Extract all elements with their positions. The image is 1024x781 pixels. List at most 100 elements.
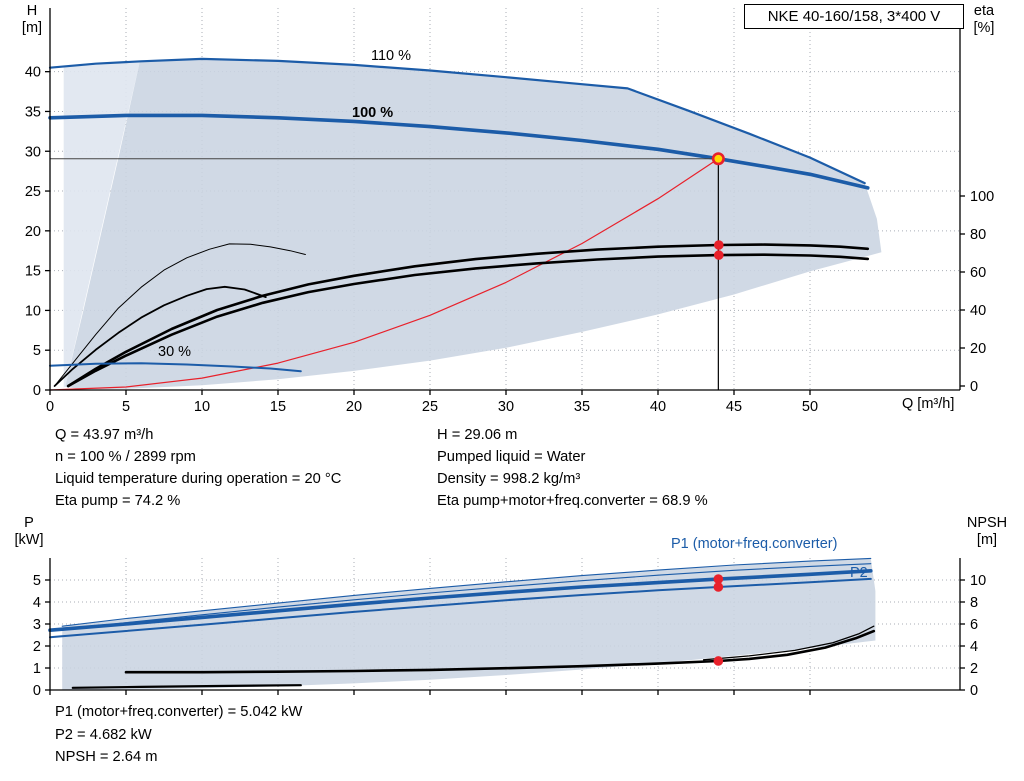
svg-text:20: 20 [25, 224, 41, 240]
p2-curve [49, 577, 872, 639]
svg-text:25: 25 [25, 184, 41, 200]
svg-text:30: 30 [498, 399, 514, 415]
h-axis-symbol: H [26, 3, 38, 19]
svg-text:0: 0 [970, 379, 978, 395]
npsh-axis-unit: [m] [976, 532, 998, 548]
svg-text:4: 4 [33, 595, 41, 611]
svg-text:45: 45 [726, 399, 742, 415]
speed-curve-110 [48, 57, 866, 185]
svg-text:60: 60 [970, 265, 986, 281]
curve-label-110: 110 % [371, 48, 412, 64]
svg-text:20: 20 [346, 399, 362, 415]
p2-curve-30 [71, 684, 302, 689]
svg-text:3: 3 [33, 617, 41, 633]
p-axis-unit: [kW] [14, 532, 44, 548]
npsh-axis-title: NPSH [m] [958, 515, 1016, 549]
speed-readout: n = 100 % / 2899 rpm [55, 449, 196, 465]
p1-curve [48, 568, 873, 633]
density-readout: Density = 998.2 kg/m³ [437, 471, 581, 487]
svg-text:30: 30 [25, 144, 41, 160]
svg-text:10: 10 [25, 303, 41, 319]
p-axis-title: P [kW] [6, 515, 52, 549]
eta-curve-reduced-thin [54, 243, 306, 387]
svg-text:2: 2 [970, 661, 978, 677]
q-axis-title: Q [m³/h] [902, 396, 955, 412]
svg-text:40: 40 [650, 399, 666, 415]
svg-text:50: 50 [802, 399, 818, 415]
svg-text:0: 0 [33, 683, 41, 699]
svg-text:40: 40 [25, 65, 41, 81]
pump-title-box: NKE 40-160/158, 3*400 V [744, 4, 964, 29]
svg-text:5: 5 [122, 399, 130, 415]
svg-text:0: 0 [33, 383, 41, 399]
svg-text:2: 2 [33, 639, 41, 655]
svg-text:35: 35 [25, 104, 41, 120]
svg-text:1: 1 [33, 661, 41, 677]
p1-readout: P1 (motor+freq.converter) = 5.042 kW [55, 704, 303, 720]
eta-pump-readout: Eta pump = 74.2 % [55, 493, 181, 509]
p1-curve-110 [61, 557, 872, 627]
liquid-temperature-readout: Liquid temperature during operation = 20… [55, 471, 342, 487]
svg-text:8: 8 [970, 595, 978, 611]
svg-text:10: 10 [194, 399, 210, 415]
eta-pump-motor-freq-curve [66, 253, 870, 388]
head-readout: H = 29.06 m [437, 427, 518, 443]
h-axis-title: H [m] [12, 3, 52, 37]
svg-text:15: 15 [25, 264, 41, 280]
npsh-readout: NPSH = 2.64 m [55, 749, 158, 765]
speed-curve-30 [49, 362, 302, 373]
power-npsh-chart: 0 1 2 3 4 5 0 2 4 6 8 10 [33, 557, 986, 699]
eta-pump-curve [66, 243, 870, 388]
operating-data-left: Q = 43.97 m³/h n = 100 % / 2899 rpm Liqu… [55, 424, 341, 512]
operating-data-right: H = 29.06 m Pumped liquid = Water Densit… [437, 424, 708, 512]
p2-marker [713, 582, 724, 592]
npsh-axis-symbol: NPSH [966, 515, 1008, 531]
eta-total-readout: Eta pump+motor+freq.converter = 68.9 % [437, 493, 708, 509]
power-envelope [62, 558, 876, 690]
curve-label-100: 100 % [352, 105, 394, 121]
eta-axis-unit: [%] [973, 20, 995, 36]
speed-curve-100 [48, 113, 870, 190]
svg-text:40: 40 [970, 303, 986, 319]
eta-axis-symbol: eta [973, 3, 995, 19]
p-axis-symbol: P [24, 515, 34, 531]
curve-label-30: 30 % [158, 344, 192, 360]
svg-text:80: 80 [970, 227, 986, 243]
npsh-curve [124, 629, 876, 674]
svg-text:0: 0 [46, 399, 54, 415]
p2-curve-110 [61, 563, 872, 631]
npsh-curve-110 [702, 625, 875, 661]
operating-envelope [65, 58, 882, 390]
qh-eta-chart: 0 5 10 15 20 25 30 35 40 0 20 40 60 80 100 0 5 10 15 20 25 30… [25, 8, 994, 415]
svg-text:5: 5 [33, 573, 41, 589]
envelope-left-sliver [63, 62, 140, 388]
h-axis-unit: [m] [21, 20, 43, 36]
control-curve [49, 158, 719, 391]
duty-point-marker[interactable] [711, 152, 725, 166]
pumped-liquid-readout: Pumped liquid = Water [437, 449, 586, 465]
pump-title: NKE 40-160/158, 3*400 V [767, 8, 941, 25]
p2-readout: P2 = 4.682 kW [55, 726, 152, 743]
p1-marker [713, 574, 724, 584]
svg-text:0: 0 [970, 683, 978, 699]
eta-axis-title: eta [%] [960, 3, 1008, 37]
eta-pump-marker [714, 240, 724, 250]
curve-label-p2: P2 [850, 565, 868, 581]
flow-readout: Q = 43.97 m³/h [55, 427, 154, 443]
eta-total-marker [714, 250, 724, 260]
svg-text:4: 4 [970, 639, 978, 655]
svg-text:25: 25 [422, 399, 438, 415]
svg-text:10: 10 [970, 573, 986, 589]
svg-text:5: 5 [33, 343, 41, 359]
svg-text:6: 6 [970, 617, 978, 633]
svg-text:100: 100 [970, 189, 994, 205]
curve-label-p1: P1 (motor+freq.converter) [671, 536, 838, 552]
svg-text:15: 15 [270, 399, 286, 415]
svg-text:20: 20 [970, 341, 986, 357]
eta-curve-reduced-medium [53, 285, 267, 387]
tick-labels: 0 1 2 3 4 5 0 2 4 6 8 10 [33, 573, 986, 699]
tick-labels: 0 5 10 15 20 25 30 35 40 0 20 40 60 80 100 0 5 10 15 20 25 30… [25, 65, 994, 415]
svg-text:35: 35 [574, 399, 590, 415]
